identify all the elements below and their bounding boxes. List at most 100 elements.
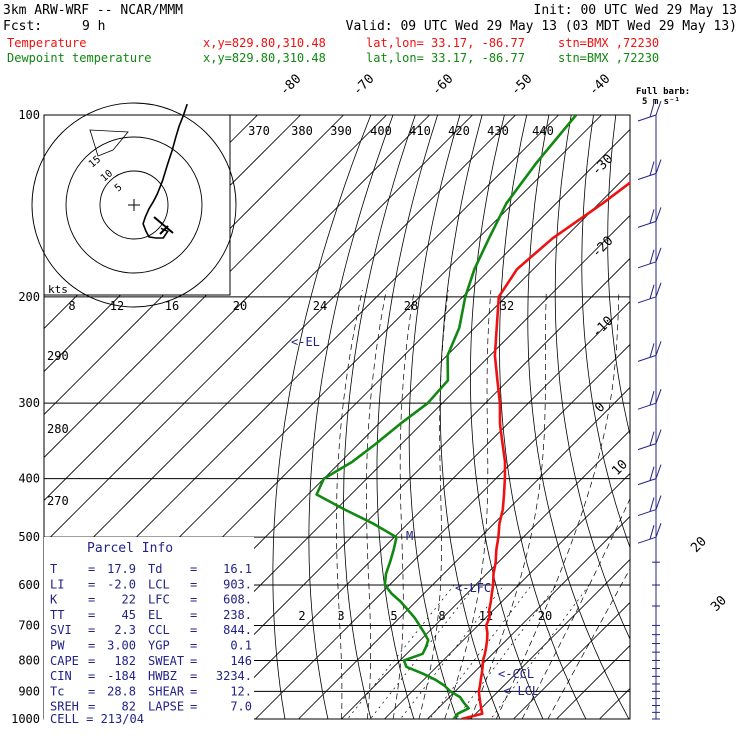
hodograph-storm-motion <box>89 129 129 157</box>
temp-stn: stn=BMX ,72230 <box>558 36 659 50</box>
ccl-marker: <-CCL <box>498 667 534 681</box>
wind-barb-flag <box>649 209 655 224</box>
height-tick-label: 270 <box>47 494 69 508</box>
hodograph-ring <box>31 102 237 308</box>
wind-barbs <box>637 100 662 720</box>
theta-tick-label: 400 <box>370 124 392 138</box>
wind-barb <box>637 282 662 304</box>
isotherm-tick-label: -10 <box>589 314 616 341</box>
wind-barb-flag <box>649 391 655 406</box>
wind-barb-flag <box>655 159 662 174</box>
height-tick-label: 290 <box>47 349 69 363</box>
mixing-ratio-tick-label: 20 <box>538 609 552 623</box>
hodograph-ring <box>99 170 169 240</box>
parcel-value: 844. <box>223 623 252 637</box>
height-tick-label: 280 <box>47 422 69 436</box>
parcel-key: EL <box>148 608 162 622</box>
wind-barb-shaft <box>637 220 657 228</box>
theta-tick-label: 440 <box>532 124 554 138</box>
parcel-info-panel <box>44 537 254 727</box>
isotherm-line <box>630 102 740 732</box>
wind-barb-flag <box>655 464 662 479</box>
parcel-eq: = <box>190 684 197 698</box>
wind-barb-flag <box>649 284 655 299</box>
isotherm-tick-label: 20 <box>688 534 710 556</box>
parcel-value: 22 <box>122 593 136 607</box>
parcel-key: SWEAT <box>148 654 184 668</box>
dew-latlon: lat,lon= 33.17, -86.77 <box>366 51 525 65</box>
parcel-key: K <box>50 593 58 607</box>
parcel-eq: = <box>190 608 197 622</box>
isotherm-line <box>426 515 630 719</box>
dry-adiabat-line <box>607 115 630 437</box>
fcst-label: Fcst: <box>3 19 42 34</box>
parcel-key: SVI <box>50 623 72 637</box>
parcel-value: -184 <box>107 669 136 683</box>
parcel-eq: = <box>88 577 95 591</box>
parcel-eq: = <box>88 562 95 576</box>
dry-adiabat-line <box>554 115 630 641</box>
moist-adiabat-line <box>495 290 620 719</box>
pressure-tick-label: 100 <box>18 108 40 122</box>
parcel-value: -2.0 <box>107 577 136 591</box>
parcel-value: 45 <box>122 608 136 622</box>
parcel-value: 82 <box>122 700 136 714</box>
temp-latlon: lat,lon= 33.17, -86.77 <box>366 36 525 50</box>
parcel-key: LI <box>50 577 64 591</box>
parcel-key: SREH <box>50 700 79 714</box>
parcel-key: LAPSE <box>148 700 184 714</box>
isotherm-line <box>598 687 630 719</box>
pressure-tick-label: 1000 <box>11 712 40 726</box>
mixing-ratio-tick-label: 12 <box>479 609 493 623</box>
parcel-key: YGP <box>148 639 170 653</box>
hodograph-storm-vector <box>153 216 174 235</box>
theta-tick-label: 430 <box>487 124 509 138</box>
parcel-key: Tc <box>50 684 64 698</box>
wind-barb <box>637 495 662 517</box>
isotherm-line <box>168 257 630 719</box>
parcel-key: CIN <box>50 669 72 683</box>
dry-adiabat-line <box>272 115 372 719</box>
pressure-tick-label: 500 <box>18 530 40 544</box>
temp-coords: x,y=829.80,310.48 <box>203 36 326 50</box>
hodograph-ring-label: 5 <box>113 182 125 194</box>
parcel-eq: = <box>88 654 95 668</box>
isotherm-tick-label: -30 <box>589 152 616 179</box>
wind-barb-shaft <box>637 443 657 451</box>
parcel-eq: = <box>190 577 197 591</box>
parcel-key: PW <box>50 639 65 653</box>
dew-stn: stn=BMX ,72230 <box>558 51 659 65</box>
wind-barb-flag <box>655 495 662 510</box>
parcel-value: 16.1 <box>223 562 252 576</box>
pressure-tick-label: 400 <box>18 472 40 486</box>
speed-tick-label: 8 <box>68 299 75 313</box>
dry-adiabat-line <box>308 115 394 719</box>
wind-barb-shaft <box>637 478 657 486</box>
wind-barb <box>637 341 662 362</box>
wind-barb <box>637 100 662 122</box>
parcel-key: CCL <box>148 623 170 637</box>
parcel-value: 28.8 <box>107 684 136 698</box>
mixing-ratio-tick-label: 2 <box>298 609 305 623</box>
dry-adiabat-line <box>681 115 740 732</box>
dry-adiabat-line <box>376 115 438 719</box>
wind-barb-shaft <box>637 354 657 362</box>
theta-tick-label: 370 <box>248 124 270 138</box>
model-title: 3km ARW-WRF -- NCAR/MMM <box>3 3 183 18</box>
mixing-ratio-line <box>347 584 455 719</box>
wind-barb <box>637 159 662 181</box>
parcel-value: 3.00 <box>107 639 136 653</box>
wind-barb-flag <box>655 207 662 222</box>
wind-barb-flag <box>655 100 662 116</box>
wind-barb-shaft <box>637 402 657 410</box>
wind-barb-flag <box>655 247 662 262</box>
parcel-eq: = <box>190 654 197 668</box>
parcel-eq: = <box>190 562 197 576</box>
wind-barb-flag <box>655 523 662 538</box>
parcel-value: 608. <box>223 593 252 607</box>
mixing-ratio-tick-label: 3 <box>337 609 344 623</box>
parcel-key: LCL <box>148 577 170 591</box>
wind-barb-flag <box>655 282 662 297</box>
parcel-cell: CELL = 213/04 <box>50 712 144 726</box>
moist-adiabat-line <box>521 497 630 719</box>
